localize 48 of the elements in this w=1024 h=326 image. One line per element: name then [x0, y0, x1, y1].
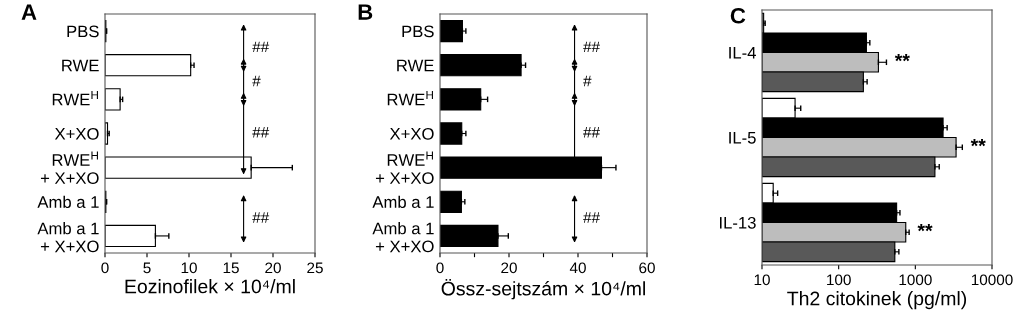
annotation: **: [917, 223, 933, 232]
x-tick-label: 20: [501, 262, 517, 274]
y-tick-label: X+XO: [54, 127, 99, 140]
annotation: **: [894, 53, 910, 62]
y-tick-label: Amb a 1: [372, 195, 434, 208]
y-tick-label: IL-4: [729, 47, 756, 59]
x-axis-title: Th2 citokinek (pg/ml): [787, 291, 967, 310]
y-tick-label: Amb a 1 + X+XO: [37, 222, 99, 253]
x-tick-label: 5: [143, 262, 151, 274]
annotation: ##: [252, 127, 270, 138]
y-tick-label: RWE$^{H}$: [387, 91, 433, 106]
x-tick-label: 0: [436, 262, 444, 274]
x-tick-label: 1000: [899, 274, 932, 286]
annotation: ##: [583, 127, 600, 138]
annotation: ##: [252, 41, 270, 53]
y-tick-label: PBS: [67, 25, 99, 38]
annotation: ##: [583, 41, 600, 53]
x-tick-label: 0: [101, 262, 109, 274]
y-tick-label: RWE$^{H}$: [52, 91, 98, 106]
x-axis-title: Eozinofilek × 10⁴/ml: [125, 279, 295, 294]
x-tick-label: 25: [307, 262, 323, 274]
y-tick-label: IL-13: [720, 216, 756, 229]
y-tick-label: RWE$^{H}$ + X+XO: [375, 151, 434, 185]
y-tick-label: RWE$^{H}$ + X+XO: [40, 151, 99, 185]
chart-title: C: [730, 7, 746, 24]
y-tick-label: RWE: [397, 59, 434, 72]
y-tick-label: RWE: [62, 59, 99, 72]
y-tick-label: X+XO: [389, 127, 434, 140]
annotation: ##: [583, 212, 600, 223]
x-tick-label: 10: [754, 274, 770, 286]
annotation: ##: [252, 212, 270, 223]
x-tick-label: 15: [223, 262, 239, 274]
annotation: #: [252, 75, 261, 87]
chart-title: A: [21, 4, 37, 20]
y-tick-label: Amb a 1 + X+XO: [372, 222, 434, 253]
y-tick-label: PBS: [402, 25, 434, 38]
chart-title: B: [358, 4, 373, 20]
y-tick-label: IL-5: [729, 132, 756, 144]
x-tick-label: 100: [827, 274, 851, 286]
x-tick-label: 40: [569, 262, 586, 274]
annotation: #: [583, 75, 592, 87]
x-tick-label: 20: [265, 262, 281, 274]
x-tick-label: 10000: [971, 274, 1013, 286]
annotation: **: [970, 138, 986, 147]
y-tick-label: Amb a 1: [37, 195, 99, 208]
x-tick-label: 60: [639, 262, 655, 274]
x-tick-label: 10: [181, 262, 197, 274]
x-axis-title: Össz-sejtszám × 10⁴/ml: [441, 279, 645, 300]
